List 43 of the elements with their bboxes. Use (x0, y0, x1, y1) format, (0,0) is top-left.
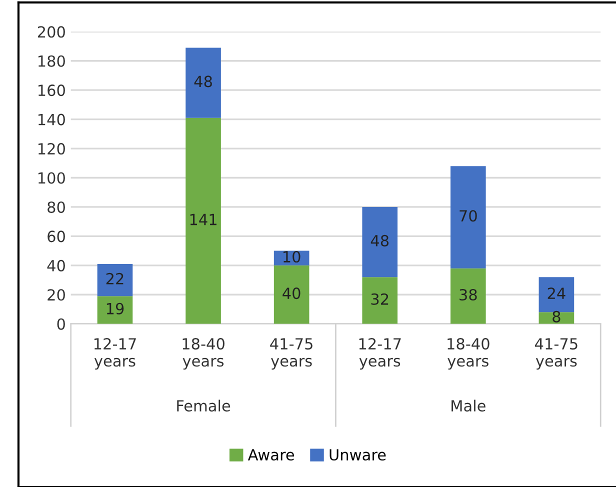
data-label: 10 (284, 250, 300, 263)
y-tick-label: 160 (38, 84, 65, 96)
bar (450, 268, 486, 324)
x-tick-label: 12-17 years (94, 338, 136, 370)
y-tick-label: 120 (38, 143, 65, 155)
y-tick-label: 140 (38, 114, 65, 126)
data-label: 32 (371, 293, 388, 305)
y-tick-label: 80 (48, 201, 65, 213)
data-label: 8 (552, 310, 560, 322)
data-label: 24 (548, 288, 566, 299)
data-label: 70 (460, 210, 477, 222)
bar (362, 206, 398, 278)
legend-label: Aware (248, 449, 294, 461)
y-tick-label: 200 (38, 26, 65, 38)
data-label: 141 (190, 214, 216, 226)
data-label: 38 (460, 288, 477, 301)
x-tick-label: 18-40 years (448, 338, 490, 370)
data-label: 19 (106, 302, 124, 314)
data-label: 40 (282, 288, 300, 300)
text: Male (452, 400, 486, 412)
data-label: 22 (106, 272, 124, 284)
x-tick-label: 41-75 years (270, 338, 312, 370)
y-tick-label: 60 (48, 230, 65, 242)
bar (450, 166, 486, 268)
bar (97, 296, 133, 324)
data-label: 48 (194, 76, 212, 88)
legend-label: Unware (330, 449, 386, 461)
bar (362, 277, 398, 324)
text: Female (177, 400, 230, 412)
bar (186, 48, 221, 118)
y-tick-label: 40 (47, 260, 65, 272)
x-tick-label: 12-17 years (359, 338, 401, 370)
y-tick-label: 100 (38, 172, 65, 184)
bar (97, 264, 133, 296)
bar (186, 118, 221, 324)
y-tick-label: 20 (48, 289, 65, 301)
x-tick-label: 18-40 years (182, 338, 224, 370)
data-label: 48 (370, 234, 389, 246)
bar (538, 277, 574, 312)
y-tick-label: 0 (57, 318, 65, 330)
bar (274, 265, 310, 324)
y-tick-label: 180 (38, 55, 65, 67)
x-tick-label: 41-75 years (535, 338, 578, 370)
